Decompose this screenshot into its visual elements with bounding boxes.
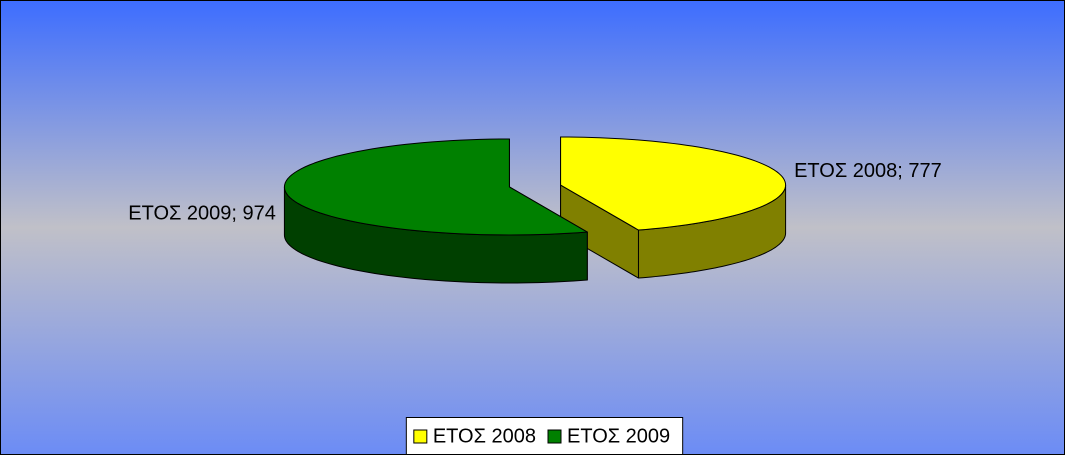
legend-label: ΕΤΟΣ 2009	[567, 425, 670, 447]
legend-box	[405, 417, 684, 455]
data-label: ΕΤΟΣ 2009; 974	[128, 203, 276, 225]
pie: ΕΤΟΣ 2008; 777 ΕΤΟΣ 2009; 974	[128, 136, 942, 284]
legend-swatch	[413, 429, 428, 444]
slice	[283, 138, 588, 236]
legend-swatch	[547, 429, 562, 444]
data-label: ΕΤΟΣ 2008; 777	[794, 160, 942, 182]
legend: ΕΤΟΣ 2008 ΕΤΟΣ 2009	[405, 417, 684, 455]
legend-label: ΕΤΟΣ 2008	[433, 425, 536, 447]
slice	[560, 136, 787, 231]
